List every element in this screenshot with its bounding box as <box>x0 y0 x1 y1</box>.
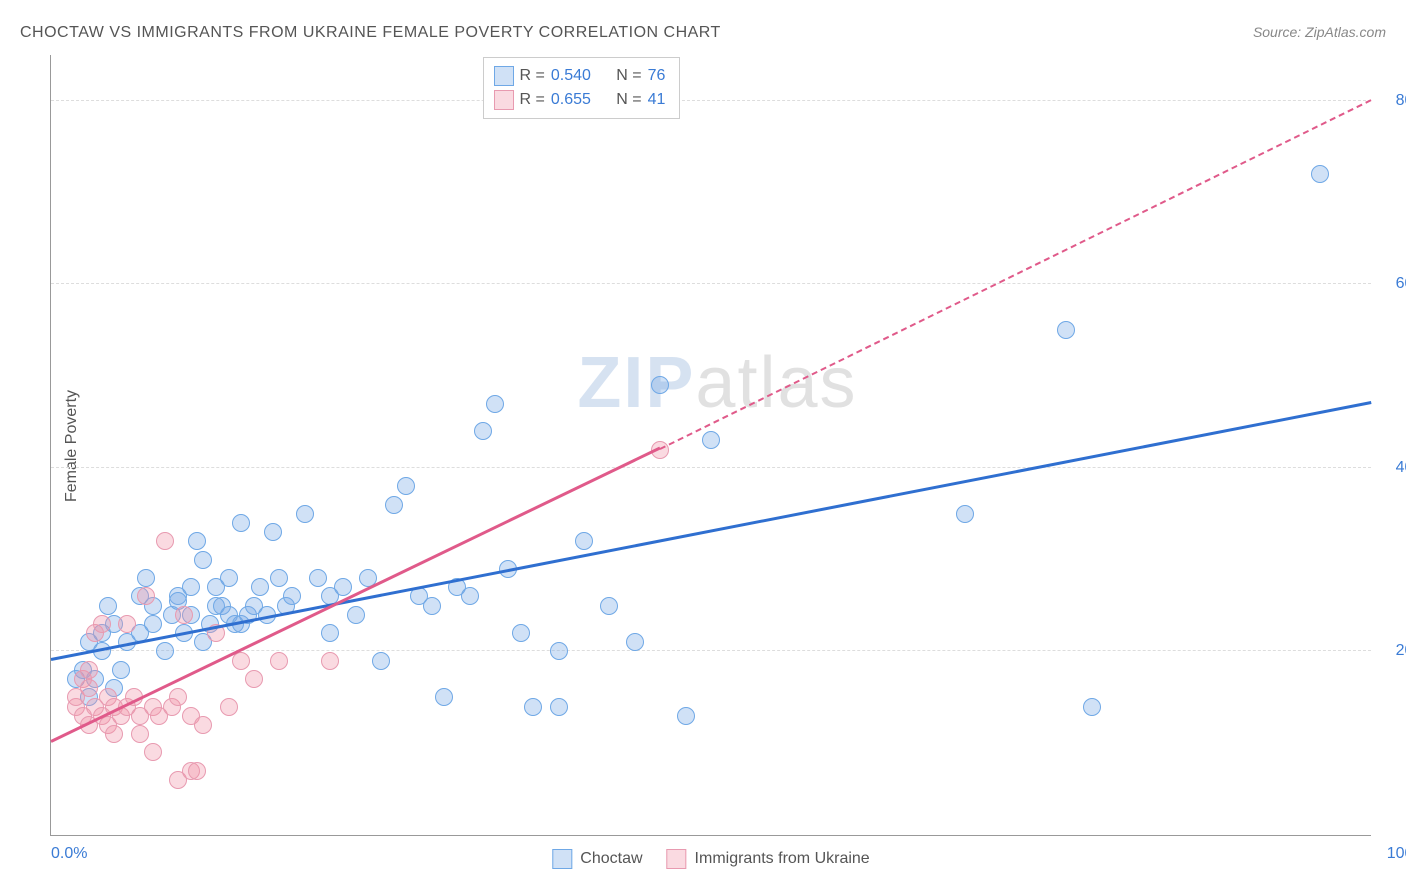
data-point <box>144 615 162 633</box>
data-point <box>80 661 98 679</box>
data-point <box>423 597 441 615</box>
legend-item: Immigrants from Ukraine <box>667 849 870 869</box>
watermark-atlas: atlas <box>695 343 857 423</box>
data-point <box>245 670 263 688</box>
data-point <box>397 477 415 495</box>
data-point <box>524 698 542 716</box>
data-point <box>600 597 618 615</box>
data-point <box>512 624 530 642</box>
r-label: R = <box>520 88 545 112</box>
data-point <box>270 652 288 670</box>
series-legend: Choctaw Immigrants from Ukraine <box>552 849 869 869</box>
data-point <box>334 578 352 596</box>
data-point <box>105 725 123 743</box>
data-point <box>175 606 193 624</box>
data-point <box>131 725 149 743</box>
gridline <box>51 100 1371 101</box>
legend-row: R = 0.655 N = 41 <box>494 88 666 112</box>
legend-swatch <box>667 849 687 869</box>
r-value: 0.655 <box>551 88 591 112</box>
chart-plot-area: ZIPatlas 20.0%40.0%60.0%80.0%0.0%100.0% … <box>50 55 1371 836</box>
data-point <box>474 422 492 440</box>
data-point <box>169 688 187 706</box>
data-point <box>188 762 206 780</box>
n-value: 76 <box>648 64 666 88</box>
data-point <box>677 707 695 725</box>
data-point <box>461 587 479 605</box>
x-tick-label: 100.0% <box>1381 845 1406 863</box>
legend-label: Choctaw <box>580 850 642 868</box>
gridline <box>51 467 1371 468</box>
data-point <box>1083 698 1101 716</box>
data-point <box>626 633 644 651</box>
data-point <box>188 532 206 550</box>
legend-row: R = 0.540 N = 76 <box>494 64 666 88</box>
data-point <box>220 698 238 716</box>
chart-title: CHOCTAW VS IMMIGRANTS FROM UKRAINE FEMAL… <box>20 24 721 42</box>
data-point <box>251 578 269 596</box>
data-point <box>486 395 504 413</box>
data-point <box>372 652 390 670</box>
data-point <box>270 569 288 587</box>
data-point <box>80 679 98 697</box>
r-label: R = <box>520 64 545 88</box>
data-point <box>99 597 117 615</box>
y-tick-label: 40.0% <box>1381 459 1406 477</box>
y-tick-label: 20.0% <box>1381 642 1406 660</box>
data-point <box>651 376 669 394</box>
data-point <box>575 532 593 550</box>
data-point <box>144 743 162 761</box>
r-value: 0.540 <box>551 64 591 88</box>
data-point <box>220 569 238 587</box>
data-point <box>194 551 212 569</box>
data-point <box>435 688 453 706</box>
data-point <box>137 587 155 605</box>
data-point <box>550 642 568 660</box>
watermark: ZIPatlas <box>577 342 857 424</box>
data-point <box>137 569 155 587</box>
data-point <box>296 505 314 523</box>
data-point <box>93 615 111 633</box>
legend-label: Immigrants from Ukraine <box>695 850 870 868</box>
legend-swatch <box>494 66 514 86</box>
data-point <box>182 578 200 596</box>
y-tick-label: 60.0% <box>1381 275 1406 293</box>
correlation-legend: R = 0.540 N = 76 R = 0.655 N = 41 <box>483 57 681 119</box>
legend-swatch <box>494 90 514 110</box>
data-point <box>264 523 282 541</box>
data-point <box>956 505 974 523</box>
data-point <box>194 716 212 734</box>
data-point <box>702 431 720 449</box>
gridline <box>51 283 1371 284</box>
data-point <box>321 652 339 670</box>
y-tick-label: 80.0% <box>1381 92 1406 110</box>
trend-line <box>660 99 1372 449</box>
data-point <box>347 606 365 624</box>
data-point <box>1311 165 1329 183</box>
legend-item: Choctaw <box>552 849 642 869</box>
data-point <box>112 661 130 679</box>
watermark-zip: ZIP <box>577 343 695 423</box>
data-point <box>156 642 174 660</box>
n-value: 41 <box>648 88 666 112</box>
n-label: N = <box>616 88 641 112</box>
data-point <box>232 514 250 532</box>
source-label: Source: ZipAtlas.com <box>1253 24 1386 40</box>
gridline <box>51 650 1371 651</box>
n-label: N = <box>616 64 641 88</box>
data-point <box>309 569 327 587</box>
data-point <box>156 532 174 550</box>
data-point <box>321 624 339 642</box>
legend-swatch <box>552 849 572 869</box>
data-point <box>550 698 568 716</box>
data-point <box>385 496 403 514</box>
x-tick-label: 0.0% <box>51 845 87 863</box>
data-point <box>1057 321 1075 339</box>
data-point <box>283 587 301 605</box>
data-point <box>118 615 136 633</box>
